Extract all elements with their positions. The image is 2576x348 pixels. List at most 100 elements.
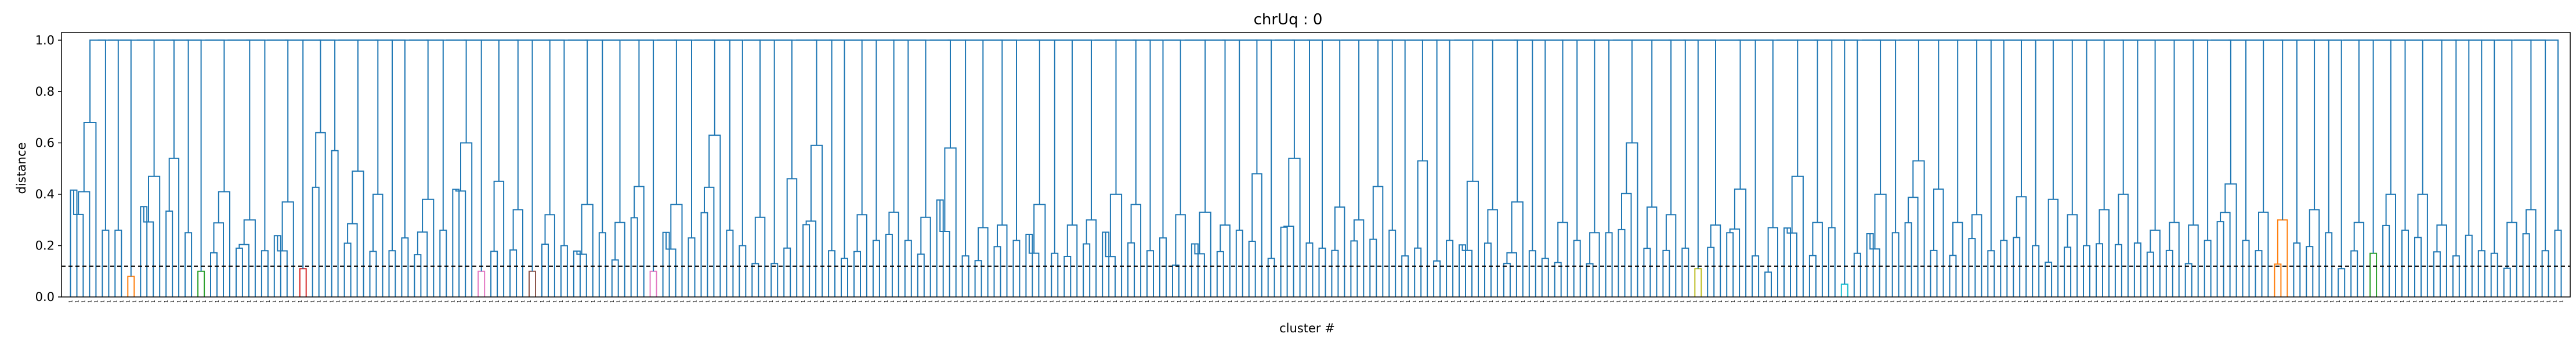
- cluster-49-link-2: [944, 147, 957, 297]
- x-tick-label-262: 1: [1737, 300, 1742, 303]
- x-tick-label-162: 1: [1100, 300, 1105, 303]
- x-tick-label-214: 1: [1431, 300, 1437, 303]
- cluster-23-link-0: [490, 251, 498, 297]
- x-tick-label-32: 1: [272, 300, 277, 303]
- root-link-35: [674, 39, 715, 136]
- x-tick-label-364: 1: [2387, 300, 2392, 303]
- x-tick-label-1: 1: [75, 300, 80, 303]
- x-tick-label-28: 1: [247, 300, 252, 303]
- x-tick-label-253: 1: [1680, 300, 1685, 303]
- root-link-6: [155, 39, 189, 233]
- x-tick-label-95: 1: [674, 300, 679, 303]
- x-tick-label-300: 1: [1979, 300, 1984, 303]
- cluster-135-link-1: [2436, 224, 2447, 297]
- x-tick-label-0: 1: [68, 300, 74, 303]
- x-tick-label-247: 1: [1641, 300, 1647, 303]
- root-link-94: [1699, 39, 1741, 190]
- x-tick-label-290: 1: [1916, 300, 1921, 303]
- x-tick-label-309: 1: [2036, 300, 2042, 303]
- x-tick-label-186: 1: [1253, 300, 1258, 303]
- cluster-13-link-1: [315, 132, 326, 297]
- x-tick-label-319: 1: [2100, 300, 2105, 303]
- x-tick-label-102: 1: [718, 300, 723, 303]
- root-link-14: [302, 39, 336, 151]
- cluster-44-link-0: [853, 251, 861, 297]
- x-tick-label-359: 1: [2355, 300, 2360, 303]
- x-tick-label-157: 1: [1068, 300, 1073, 303]
- x-tick-label-75: 1: [546, 300, 551, 303]
- x-tick-label-181: 1: [1221, 300, 1227, 303]
- x-tick-label-185: 1: [1247, 300, 1252, 303]
- root-link-43: [813, 39, 845, 259]
- x-tick-label-360: 1: [2361, 300, 2367, 303]
- x-tick-label-320: 1: [2107, 300, 2112, 303]
- x-tick-label-340: 1: [2234, 300, 2239, 303]
- x-tick-label-160: 1: [1087, 300, 1092, 303]
- x-tick-label-101: 1: [711, 300, 717, 303]
- x-tick-label-278: 1: [1839, 300, 1844, 303]
- x-tick-label-35: 1: [291, 300, 296, 303]
- x-tick-label-350: 1: [2298, 300, 2303, 303]
- cluster-59-link-0: [1127, 242, 1135, 297]
- root-link-62: [1148, 39, 1181, 215]
- x-tick-label-346: 1: [2272, 300, 2277, 303]
- cluster-11-link-2: [281, 201, 294, 297]
- x-tick-label-316: 1: [2081, 300, 2086, 303]
- cluster-28-link-1: [576, 251, 587, 297]
- x-tick-label-230: 1: [1533, 300, 1539, 303]
- root-link-141: [2497, 39, 2532, 210]
- x-tick-label-315: 1: [2075, 300, 2080, 303]
- x-tick-label-71: 1: [520, 300, 526, 303]
- x-tick-label-12: 1: [144, 300, 150, 303]
- x-tick-label-91: 1: [648, 300, 653, 303]
- x-tick-label-129: 1: [890, 300, 895, 303]
- root-link-24: [481, 39, 519, 210]
- cluster-41-link-1: [805, 220, 817, 297]
- cluster-81-link-1: [1506, 252, 1517, 297]
- x-tick-label-73: 1: [533, 300, 538, 303]
- root-link-19: [390, 39, 429, 200]
- x-tick-label-128: 1: [884, 300, 889, 303]
- root-link-115: [2070, 39, 2105, 210]
- x-tick-label-223: 1: [1489, 300, 1494, 303]
- root-link-110: [1989, 39, 2022, 197]
- cluster-81-link-2: [1511, 201, 1524, 297]
- x-tick-label-50: 1: [387, 300, 392, 303]
- cluster-104-link-2: [1912, 160, 1925, 297]
- cluster-119-link-1: [2169, 222, 2180, 297]
- x-tick-label-80: 1: [578, 300, 583, 303]
- cluster-1-link-0: [102, 229, 110, 297]
- x-tick-label-151: 1: [1030, 300, 1035, 303]
- x-tick-label-361: 1: [2368, 300, 2373, 303]
- x-tick-label-294: 1: [1941, 300, 1947, 303]
- x-tick-label-134: 1: [922, 300, 927, 303]
- x-tick-label-63: 1: [469, 300, 475, 303]
- cluster-139-link-0: [2490, 252, 2498, 297]
- x-tick-label-387: 1: [2534, 300, 2539, 303]
- x-tick-label-257: 1: [1705, 300, 1710, 303]
- root-link-53: [983, 39, 1017, 241]
- x-tick-label-108: 1: [756, 300, 761, 303]
- root-link-93: [1683, 39, 1716, 225]
- x-tick-label-4: 1: [93, 300, 99, 303]
- x-tick-label-236: 1: [1572, 300, 1577, 303]
- cluster-9-link-1: [238, 244, 249, 297]
- x-tick-label-231: 1: [1540, 300, 1545, 303]
- cluster-54-link-2: [1033, 204, 1046, 297]
- x-tick-label-210: 1: [1406, 300, 1411, 303]
- cluster-66-link-0: [1248, 241, 1256, 297]
- cluster-132-link-0: [2382, 224, 2390, 297]
- cluster-120-link-0: [2184, 263, 2193, 297]
- cluster-30-link-0: [611, 259, 619, 297]
- x-tick-label-355: 1: [2329, 300, 2335, 303]
- root-link-5: [136, 39, 175, 158]
- cluster-21-link-2: [460, 142, 473, 297]
- root-link-57: [1054, 39, 1092, 220]
- cluster-61-link-0: [1159, 237, 1167, 297]
- cluster-132-link-1: [2385, 193, 2396, 297]
- root-link-9: [205, 39, 251, 220]
- x-tick-label-25: 1: [227, 300, 233, 303]
- y-tick-label-2: 0.4: [35, 187, 55, 201]
- cluster-88-link-0: [1618, 229, 1626, 297]
- root-link-77: [1406, 39, 1438, 261]
